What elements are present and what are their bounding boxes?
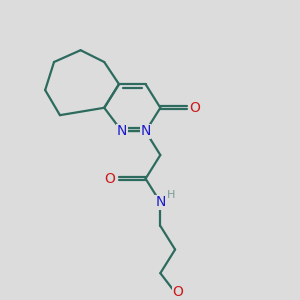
Text: N: N	[155, 195, 166, 209]
Text: O: O	[172, 285, 184, 299]
Text: N: N	[140, 124, 151, 138]
Text: O: O	[189, 101, 200, 115]
Text: O: O	[105, 172, 116, 186]
Text: H: H	[167, 190, 175, 200]
Text: N: N	[117, 124, 127, 138]
